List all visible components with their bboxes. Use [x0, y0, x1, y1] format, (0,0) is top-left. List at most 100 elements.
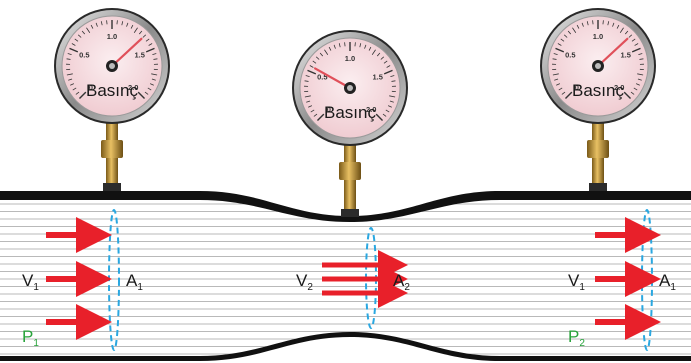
- gauge-tick: [328, 46, 332, 51]
- gauge-tick: [359, 43, 362, 48]
- gauge-tick: [552, 58, 557, 60]
- label-a2: A2: [393, 271, 410, 293]
- gauge-tick: [151, 73, 158, 76]
- gauge-tick: [152, 53, 157, 55]
- gauge-tick: [153, 58, 158, 60]
- gauge-tick: [561, 91, 566, 95]
- gauge-nut: [101, 140, 123, 158]
- gauge-label: Basınç: [86, 81, 138, 100]
- gauge-scale-label: 2.0: [366, 105, 376, 114]
- gauge-tick: [66, 73, 73, 76]
- gauge-tick: [67, 53, 72, 55]
- gauge-tick: [637, 73, 644, 76]
- gauge-tick: [572, 27, 577, 33]
- gauge-tick: [144, 91, 149, 95]
- gauge-tick: [310, 109, 315, 113]
- gauge-tick: [389, 100, 394, 103]
- gauge-tick: [383, 69, 393, 75]
- gauge-tick: [304, 80, 309, 82]
- gauge-needle: [596, 37, 629, 68]
- gauge-tick: [385, 109, 390, 113]
- gauge-tick: [376, 52, 381, 57]
- gauge-scale-label: 1.5: [372, 73, 382, 82]
- gauge-scale-label: 0: [327, 105, 331, 114]
- velocity-arrows-left: [46, 217, 112, 340]
- gauge-tick: [149, 83, 154, 86]
- pipe-top-wall: [0, 191, 691, 222]
- gauge-tick: [69, 47, 79, 53]
- gauge-tick: [66, 58, 71, 60]
- gauge-tick: [389, 95, 396, 98]
- gauge-tick: [380, 56, 385, 60]
- gauge-tick: [137, 91, 146, 100]
- gauge-scale-label: 0.5: [317, 73, 327, 82]
- gauge-tick: [368, 46, 372, 51]
- gauge-tick: [390, 75, 395, 77]
- gauge-tick: [386, 65, 391, 68]
- gauge-tick: [312, 60, 317, 64]
- velocity-arrows-middle: [322, 250, 408, 308]
- gauge-scale-label: 2.0: [614, 83, 624, 92]
- gauge-tick: [619, 27, 624, 33]
- gauge-label: Basınç: [324, 103, 376, 122]
- gauge-scale-label: 0.5: [79, 51, 89, 60]
- gauge-tick: [78, 91, 87, 100]
- gauge-needle: [110, 37, 143, 68]
- velocity-arrows-right: [595, 217, 661, 340]
- gauge-tick: [145, 47, 155, 53]
- pipe-bottom-wall: [0, 332, 691, 361]
- gauge-tick: [148, 43, 153, 46]
- gauge-tick: [147, 87, 152, 91]
- gauge-tick: [558, 87, 563, 91]
- gauge-socket: [103, 183, 121, 191]
- label-a1-left: A1: [126, 271, 143, 293]
- label-p2: P2: [568, 327, 585, 349]
- gauge-tick: [633, 87, 638, 91]
- gauge-tick: [151, 78, 156, 81]
- gauge-tick: [138, 30, 143, 35]
- gauge-tick: [71, 43, 76, 46]
- gauge-scale-label: 1.0: [107, 32, 117, 41]
- gauge-nut: [587, 140, 609, 158]
- gauge-tick: [308, 105, 313, 108]
- gauge-tick: [313, 113, 318, 117]
- gauge-tick: [628, 34, 633, 38]
- gauge-tick: [552, 73, 559, 76]
- gauge-tick: [375, 113, 384, 122]
- gauge-tick: [77, 34, 82, 38]
- gauge-tick: [555, 47, 565, 53]
- gauge-tick: [639, 58, 644, 60]
- gauge-tick: [623, 91, 632, 100]
- label-p1: P1: [22, 327, 39, 349]
- gauge-tick: [304, 95, 311, 98]
- gauge-tick: [81, 30, 86, 35]
- gauge-tick: [306, 100, 311, 103]
- gauge-tick: [631, 47, 641, 53]
- gauge-tick: [338, 43, 341, 48]
- gauge-tick: [624, 30, 629, 35]
- gauge-scale-label: 1.5: [134, 51, 144, 60]
- gauge-tick: [553, 53, 558, 55]
- gauge-tick: [86, 27, 91, 33]
- gauge-needle: [314, 67, 352, 90]
- gauge-tick: [333, 44, 336, 49]
- label-a1-right: A1: [659, 271, 676, 293]
- gauge-scale-label: 0: [89, 83, 93, 92]
- gauge-tick: [554, 78, 559, 81]
- gauge-tick: [557, 43, 562, 46]
- gauge-tick: [576, 24, 580, 29]
- gauge-tick: [324, 49, 329, 55]
- gauge-scale-label: 2.0: [128, 83, 138, 92]
- gauge-tick: [607, 21, 610, 26]
- gauge-socket: [589, 183, 607, 191]
- gauge-tick: [616, 24, 620, 29]
- gauge-socket: [341, 209, 359, 217]
- gauge-tick: [145, 38, 150, 42]
- gauge-tick: [121, 21, 124, 26]
- gauge-tick: [560, 38, 565, 42]
- gauge-tick: [371, 49, 376, 55]
- gauge-tick: [142, 34, 147, 38]
